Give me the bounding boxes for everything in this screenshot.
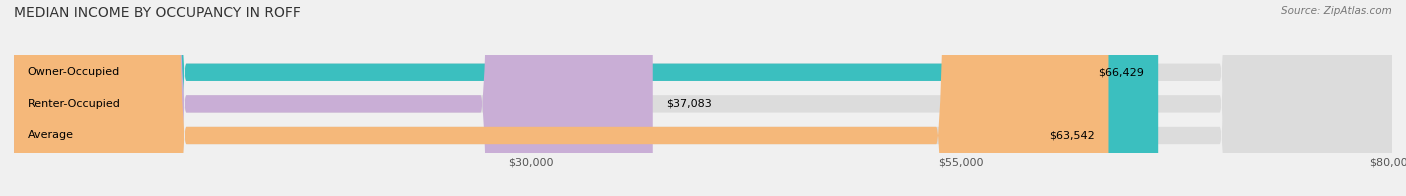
Text: $37,083: $37,083 (666, 99, 713, 109)
Text: Average: Average (28, 131, 75, 141)
FancyBboxPatch shape (14, 0, 1108, 196)
Text: Source: ZipAtlas.com: Source: ZipAtlas.com (1281, 6, 1392, 16)
Text: $63,542: $63,542 (1049, 131, 1095, 141)
FancyBboxPatch shape (14, 0, 1392, 196)
FancyBboxPatch shape (14, 0, 1392, 196)
Text: $66,429: $66,429 (1098, 67, 1144, 77)
FancyBboxPatch shape (14, 0, 652, 196)
Text: Renter-Occupied: Renter-Occupied (28, 99, 121, 109)
FancyBboxPatch shape (14, 0, 1392, 196)
Text: MEDIAN INCOME BY OCCUPANCY IN ROFF: MEDIAN INCOME BY OCCUPANCY IN ROFF (14, 6, 301, 20)
Text: Owner-Occupied: Owner-Occupied (28, 67, 120, 77)
FancyBboxPatch shape (14, 0, 1159, 196)
